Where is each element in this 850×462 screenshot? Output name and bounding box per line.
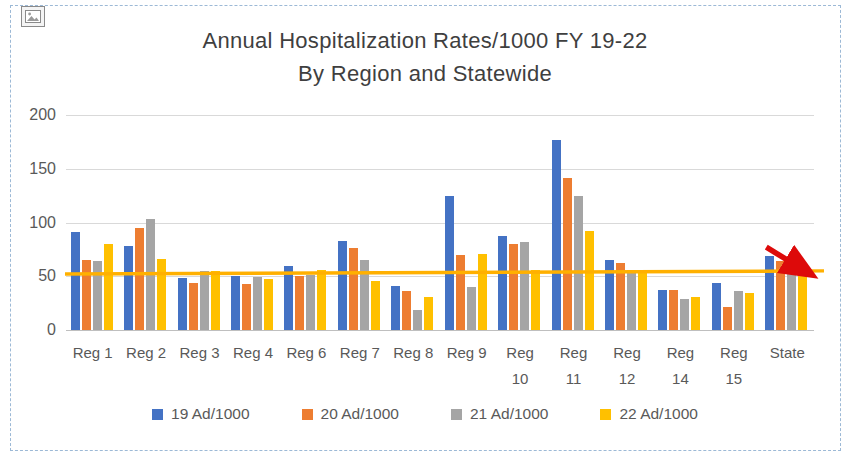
bar-reg7-22	[371, 281, 380, 330]
bar-reg7-21	[360, 260, 369, 330]
x-axis-category-label: Reg 9	[440, 340, 493, 366]
bar-reg14-20	[669, 290, 678, 330]
bar-reg11-22	[585, 231, 594, 330]
bar-reg15-21	[734, 291, 743, 330]
bar-reg15-19	[712, 283, 721, 330]
bar-reg3-22	[211, 271, 220, 330]
bar-reg12-19	[605, 260, 614, 330]
bar-reg6-19	[284, 266, 293, 331]
chart-title-line2: By Region and Statewide	[0, 57, 850, 90]
x-axis-category-label: Reg 4	[226, 340, 279, 366]
bar-reg9-19	[445, 196, 454, 330]
bar-reg3-21	[200, 271, 209, 330]
legend-swatch-icon	[600, 409, 611, 420]
bar-reg9-20	[456, 255, 465, 330]
legend-label: 22 Ad/1000	[619, 405, 697, 423]
bar-reg8-19	[391, 286, 400, 330]
bar-reg2-20	[135, 228, 144, 330]
bar-reg14-19	[658, 290, 667, 330]
bar-state-19	[765, 256, 774, 330]
legend-swatch-icon	[302, 409, 313, 420]
bar-reg4-20	[242, 284, 251, 330]
gridline	[66, 223, 814, 224]
legend: 19 Ad/1000 20 Ad/1000 21 Ad/1000 22 Ad/1000	[0, 405, 850, 423]
gridline	[66, 115, 814, 116]
bar-reg12-20	[616, 263, 625, 330]
plot-area	[66, 115, 814, 330]
legend-swatch-icon	[152, 409, 163, 420]
bar-reg11-20	[563, 178, 572, 330]
bar-reg11-21	[574, 196, 583, 330]
bar-reg3-19	[178, 278, 187, 330]
bar-reg1-22	[104, 244, 113, 330]
x-axis-category-label: Reg 2	[119, 340, 172, 366]
bar-reg2-21	[146, 219, 155, 330]
y-axis-tick-label: 100	[12, 214, 56, 232]
legend-item-20: 20 Ad/1000	[302, 405, 399, 423]
bar-reg3-20	[189, 283, 198, 330]
bar-reg10-22	[531, 270, 540, 330]
bar-reg12-21	[627, 273, 636, 330]
y-axis-tick-label: 200	[12, 106, 56, 124]
bar-reg8-20	[402, 291, 411, 330]
gridline	[66, 169, 814, 170]
x-axis-category-label: Reg 7	[333, 340, 386, 366]
bar-reg9-22	[478, 254, 487, 330]
bar-reg1-21	[93, 261, 102, 330]
bar-reg2-22	[157, 259, 166, 330]
legend-label: 20 Ad/1000	[321, 405, 399, 423]
bar-reg9-21	[467, 287, 476, 330]
bar-reg10-19	[498, 236, 507, 330]
bar-reg4-22	[264, 279, 273, 330]
bar-reg6-21	[306, 275, 315, 330]
x-axis-category-label: Reg 1	[66, 340, 119, 366]
bar-reg7-20	[349, 248, 358, 330]
bar-reg4-21	[253, 277, 262, 330]
legend-label: 21 Ad/1000	[470, 405, 548, 423]
y-axis-tick-label: 50	[12, 267, 56, 285]
bar-reg8-22	[424, 297, 433, 330]
picture-glyph-icon	[25, 10, 41, 23]
bar-reg7-19	[338, 241, 347, 330]
bar-reg6-22	[317, 270, 326, 330]
gridline	[66, 276, 814, 277]
chart-title-line1: Annual Hospitalization Rates/1000 FY 19-…	[0, 24, 850, 57]
bar-reg11-19	[552, 140, 561, 330]
bar-state-22	[798, 272, 807, 330]
bar-state-20	[776, 261, 785, 330]
bar-reg4-19	[231, 276, 240, 330]
x-axis-category-label: Reg 3	[173, 340, 226, 366]
bar-reg14-21	[680, 299, 689, 330]
x-axis-category-label: Reg 15	[707, 340, 760, 392]
bar-reg15-22	[745, 293, 754, 330]
bar-reg6-20	[295, 276, 304, 330]
legend-swatch-icon	[451, 409, 462, 420]
y-axis-tick-label: 150	[12, 160, 56, 178]
bar-reg10-21	[520, 242, 529, 330]
x-axis-category-label: Reg 14	[654, 340, 707, 392]
y-axis-tick-label: 0	[12, 321, 56, 339]
legend-item-19: 19 Ad/1000	[152, 405, 249, 423]
x-axis-line	[66, 330, 814, 331]
x-axis-category-label: Reg 8	[387, 340, 440, 366]
legend-item-21: 21 Ad/1000	[451, 405, 548, 423]
legend-item-22: 22 Ad/1000	[600, 405, 697, 423]
legend-label: 19 Ad/1000	[171, 405, 249, 423]
bar-reg15-20	[723, 307, 732, 330]
bar-state-21	[787, 267, 796, 330]
chart-image[interactable]: Annual Hospitalization Rates/1000 FY 19-…	[0, 0, 850, 462]
x-axis-category-label: State	[761, 340, 814, 366]
bar-reg1-20	[82, 260, 91, 330]
chart-title: Annual Hospitalization Rates/1000 FY 19-…	[0, 24, 850, 90]
x-axis-category-label: Reg 6	[280, 340, 333, 366]
bar-reg1-19	[71, 232, 80, 330]
x-axis-category-label: Reg 10	[493, 340, 546, 392]
x-axis-category-label: Reg 11	[547, 340, 600, 392]
bar-reg10-20	[509, 244, 518, 330]
x-axis-category-label: Reg 12	[600, 340, 653, 392]
bar-reg14-22	[691, 297, 700, 330]
bar-reg2-19	[124, 246, 133, 330]
bar-reg8-21	[413, 310, 422, 330]
bar-reg12-22	[638, 272, 647, 330]
